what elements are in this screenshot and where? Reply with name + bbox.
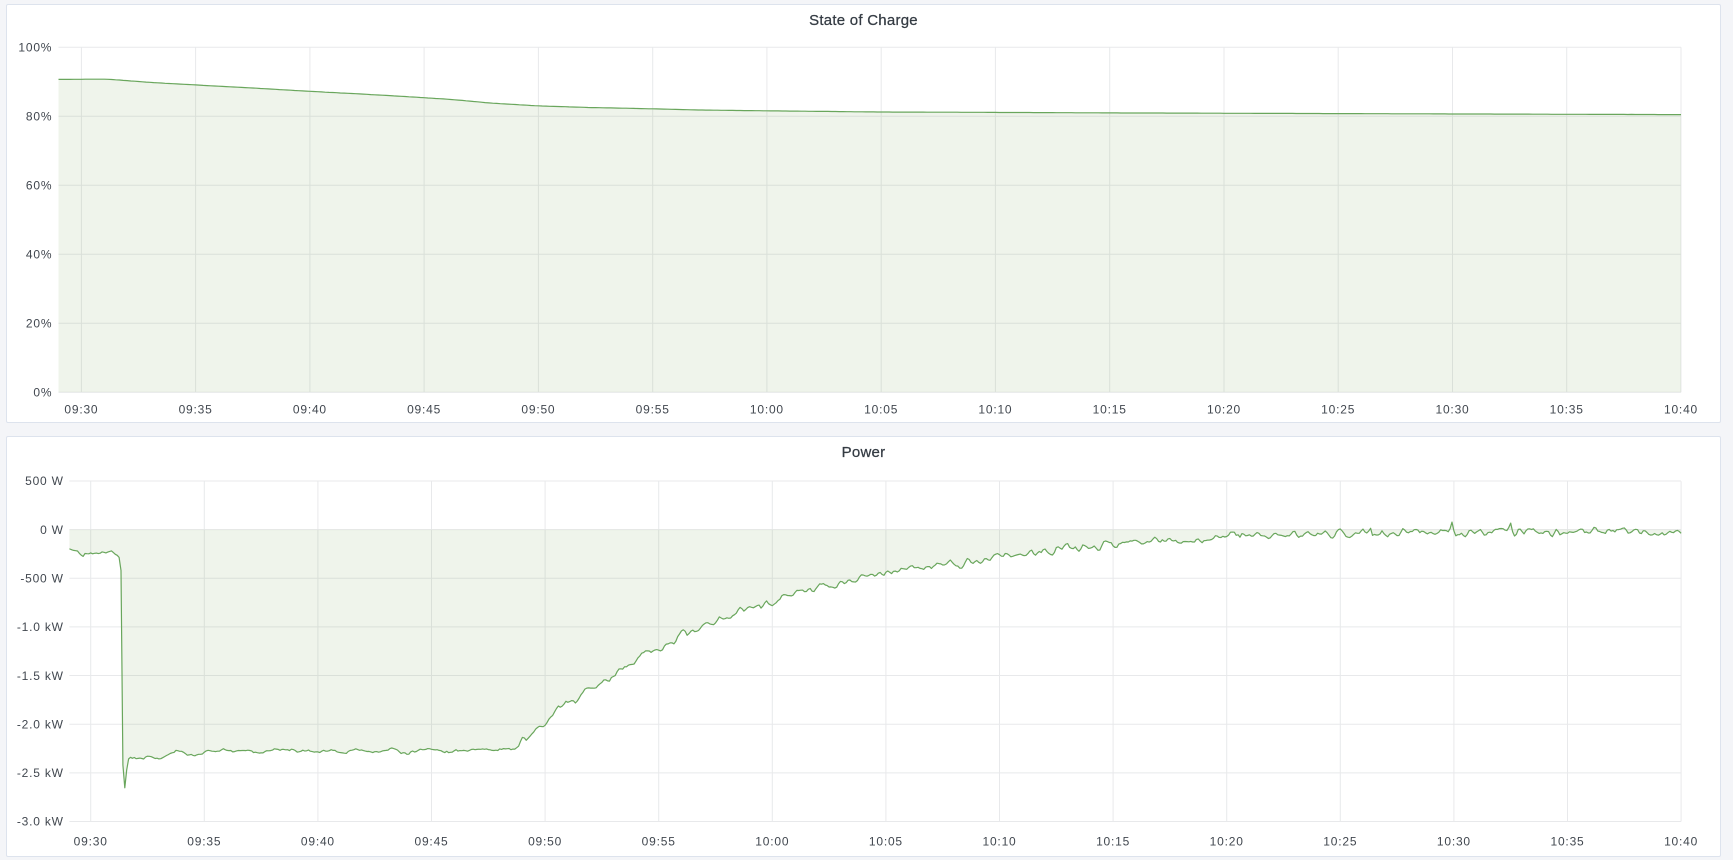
svg-text:0 W: 0 W [40, 523, 64, 537]
svg-text:-500 W: -500 W [20, 572, 63, 586]
svg-text:10:40: 10:40 [1664, 402, 1698, 416]
svg-text:10:05: 10:05 [869, 834, 903, 848]
svg-text:09:45: 09:45 [407, 402, 441, 416]
svg-text:09:30: 09:30 [74, 834, 108, 848]
svg-text:0%: 0% [33, 386, 52, 400]
svg-text:-3.0 kW: -3.0 kW [17, 815, 64, 829]
svg-text:-2.0 kW: -2.0 kW [17, 717, 64, 731]
svg-text:09:50: 09:50 [528, 834, 562, 848]
svg-text:09:55: 09:55 [636, 402, 670, 416]
svg-text:09:40: 09:40 [301, 834, 335, 848]
svg-text:10:05: 10:05 [864, 402, 898, 416]
svg-text:09:50: 09:50 [521, 402, 555, 416]
svg-text:10:10: 10:10 [982, 834, 1016, 848]
svg-text:09:55: 09:55 [642, 834, 676, 848]
svg-text:09:30: 09:30 [64, 402, 98, 416]
svg-text:10:00: 10:00 [750, 402, 784, 416]
svg-text:10:20: 10:20 [1207, 402, 1241, 416]
svg-text:10:15: 10:15 [1093, 402, 1127, 416]
svg-text:10:15: 10:15 [1096, 834, 1130, 848]
svg-text:100%: 100% [18, 40, 52, 54]
svg-text:09:35: 09:35 [187, 834, 221, 848]
svg-text:09:45: 09:45 [414, 834, 448, 848]
svg-text:10:25: 10:25 [1321, 402, 1355, 416]
svg-text:09:40: 09:40 [293, 402, 327, 416]
svg-text:-2.5 kW: -2.5 kW [17, 766, 64, 780]
svg-text:10:00: 10:00 [755, 834, 789, 848]
svg-text:40%: 40% [26, 247, 52, 261]
svg-text:10:35: 10:35 [1550, 402, 1584, 416]
svg-text:-1.5 kW: -1.5 kW [17, 669, 64, 683]
svg-text:20%: 20% [26, 317, 52, 331]
svg-text:10:35: 10:35 [1550, 834, 1584, 848]
svg-text:10:10: 10:10 [978, 402, 1012, 416]
svg-text:10:20: 10:20 [1210, 834, 1244, 848]
svg-text:10:30: 10:30 [1437, 834, 1471, 848]
svg-text:80%: 80% [26, 109, 52, 123]
svg-text:500 W: 500 W [25, 474, 64, 488]
svg-text:60%: 60% [26, 178, 52, 192]
svg-text:10:30: 10:30 [1435, 402, 1469, 416]
svg-text:-1.0 kW: -1.0 kW [17, 620, 64, 634]
svg-text:09:35: 09:35 [179, 402, 213, 416]
svg-text:10:25: 10:25 [1323, 834, 1357, 848]
svg-text:10:40: 10:40 [1664, 834, 1698, 848]
